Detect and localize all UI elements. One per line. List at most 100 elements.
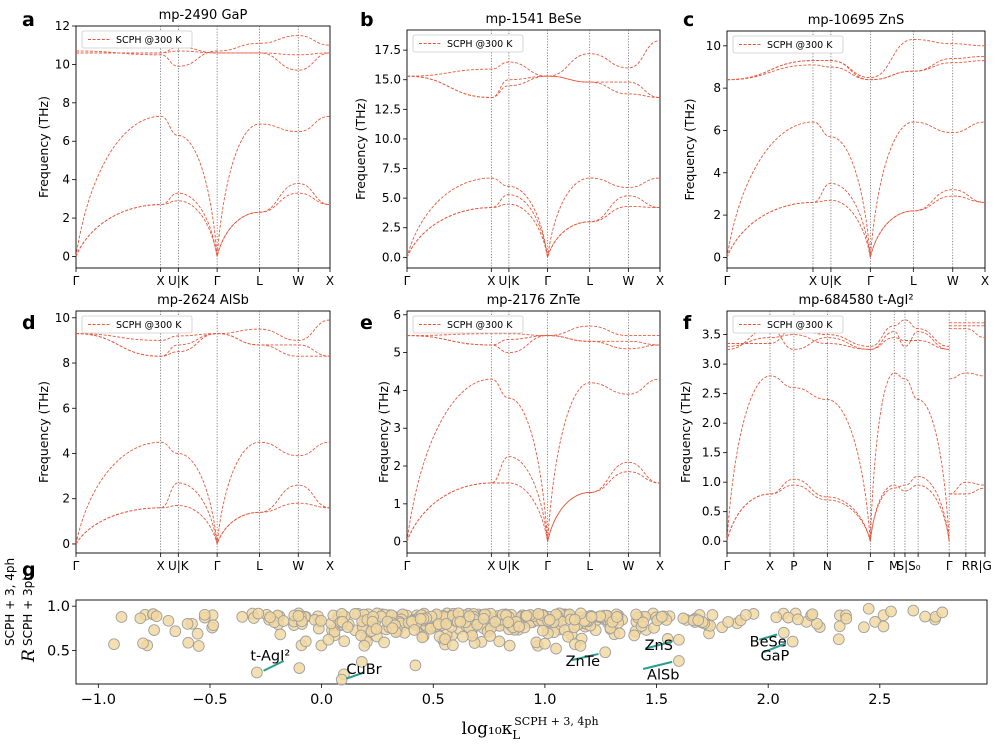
scatter-point xyxy=(108,638,120,651)
scatter-point xyxy=(414,613,427,625)
x-tick-label: Γ xyxy=(73,274,80,288)
panel-title: mp-1541 BeSe xyxy=(486,12,582,27)
band-TO1 xyxy=(76,50,331,56)
x-tick-label: W xyxy=(622,559,634,573)
x-tick-label: M xyxy=(889,559,899,573)
scatter-point xyxy=(493,635,506,648)
x-tick-label: X xyxy=(487,274,495,288)
panel-label: e xyxy=(360,312,373,334)
scatter-point xyxy=(550,642,562,655)
legend-label: SCPH @300 K xyxy=(447,320,513,331)
x-axis-label: log₁₀κLSCPH + 3, 4ph xyxy=(461,715,598,742)
scatter-point xyxy=(408,624,421,636)
scatter-point xyxy=(251,666,263,679)
scatter-point xyxy=(463,610,476,623)
x-tick-label: Γ xyxy=(724,559,731,573)
panel-title: mp-10695 ZnS xyxy=(808,13,905,28)
x-tick-label: Γ xyxy=(404,274,411,288)
y-tick-label: 1 xyxy=(393,497,401,511)
x-tick-label: N xyxy=(823,559,832,573)
scatter-point xyxy=(162,614,175,627)
annotation-leader xyxy=(645,640,673,650)
scatter-point xyxy=(277,615,290,627)
x-tick-label: −0.5 xyxy=(192,692,227,708)
scatter-point xyxy=(264,611,276,624)
scatter-point xyxy=(322,633,335,646)
x-tick-label: X xyxy=(656,559,664,573)
x-tick-label: W xyxy=(622,274,634,288)
scatter-point xyxy=(182,636,195,649)
band-TA2 xyxy=(726,182,986,258)
x-tick-label: 1.0 xyxy=(533,692,556,708)
x-tick-label: U|K xyxy=(821,274,843,288)
y-tick-label: 5.0 xyxy=(382,191,401,205)
scatter-point xyxy=(457,630,469,643)
band-LO xyxy=(75,35,331,67)
scatter-point xyxy=(568,613,581,626)
y-tick-label: 12.5 xyxy=(374,102,401,116)
scatter-point xyxy=(440,618,453,630)
scatter-point xyxy=(134,612,147,625)
x-axis-label-sup: SCPH + 3, 4ph xyxy=(514,715,598,728)
y-tick-label: 10 xyxy=(706,39,721,53)
scatter-point xyxy=(513,620,525,633)
annotation-label: ZnS xyxy=(645,638,673,654)
y-tick-label: 6 xyxy=(62,401,70,415)
scatter-point xyxy=(562,630,574,643)
band-LO xyxy=(726,39,986,81)
y-axis-label: Frequency (THz) xyxy=(353,98,368,200)
y-tick-label: 10 xyxy=(55,311,70,325)
scatter-point xyxy=(877,620,890,633)
scatter-point xyxy=(454,615,467,628)
y-tick-label: 0.0 xyxy=(382,250,401,264)
panel-label: g xyxy=(22,559,36,581)
x-tick-label: U|K xyxy=(499,559,521,573)
scatter-point xyxy=(503,639,516,652)
scatter-point xyxy=(148,624,160,636)
panel-title: mp-684580 t-AgI² xyxy=(798,293,913,308)
x-tick-label: L xyxy=(586,274,593,288)
annotation-leader xyxy=(763,642,787,654)
y-tick-label: 0.5 xyxy=(47,643,70,659)
legend-box xyxy=(732,315,844,334)
y-tick-label: 2.5 xyxy=(702,387,721,401)
x-tick-label: Γ xyxy=(946,559,953,573)
x-tick-label: Γ xyxy=(73,559,80,573)
x-tick-label: 2.5 xyxy=(868,692,891,708)
scatter-point xyxy=(502,616,515,629)
scatter-point xyxy=(409,659,422,672)
scatter-point xyxy=(169,625,182,638)
x-tick-label: 2.0 xyxy=(757,692,780,708)
scatter-point xyxy=(386,622,399,635)
y-tick-label: 2 xyxy=(393,459,401,473)
y-tick-label: 15.0 xyxy=(374,73,401,87)
panel-f: 0.00.51.01.52.02.53.03.5Γ X P N Γ MS|S₀ Γ R R|GF… xyxy=(678,293,992,573)
x-tick-label: R xyxy=(962,559,970,573)
panel-label: d xyxy=(22,312,36,334)
annotation-label: AlSb xyxy=(647,667,679,683)
x-tick-label: Γ xyxy=(724,274,731,288)
y-axis-label: Frequency (THz) xyxy=(36,96,51,198)
scatter-point xyxy=(777,626,790,639)
y-tick-label: 2.5 xyxy=(382,221,401,235)
panel-c: 0 2 4 6 8 10 Γ X U|K Γ L W X Frequency (THz) mp-10695 … xyxy=(682,9,989,288)
panel-label: b xyxy=(360,9,374,31)
scatter-point xyxy=(885,605,897,618)
band-TO2 xyxy=(76,46,331,71)
band-LO xyxy=(406,40,661,77)
band-O3 xyxy=(727,319,985,347)
y-tick-label: 8 xyxy=(62,96,70,110)
x-tick-label: L xyxy=(256,559,263,573)
annotation-label: CuBr xyxy=(346,662,381,678)
legend-label: SCPH @300 K xyxy=(116,35,182,46)
scatter-point xyxy=(907,604,920,617)
scatter-point xyxy=(536,624,549,637)
scatter-point xyxy=(274,628,287,641)
legend-label: SCPH @300 K xyxy=(767,320,833,331)
y-tick-label: 6 xyxy=(62,134,70,148)
scatter-point xyxy=(489,615,502,628)
y-axis-label: Frequency (THz) xyxy=(376,381,391,483)
x-axis-label-main: log₁₀κ xyxy=(461,719,512,739)
